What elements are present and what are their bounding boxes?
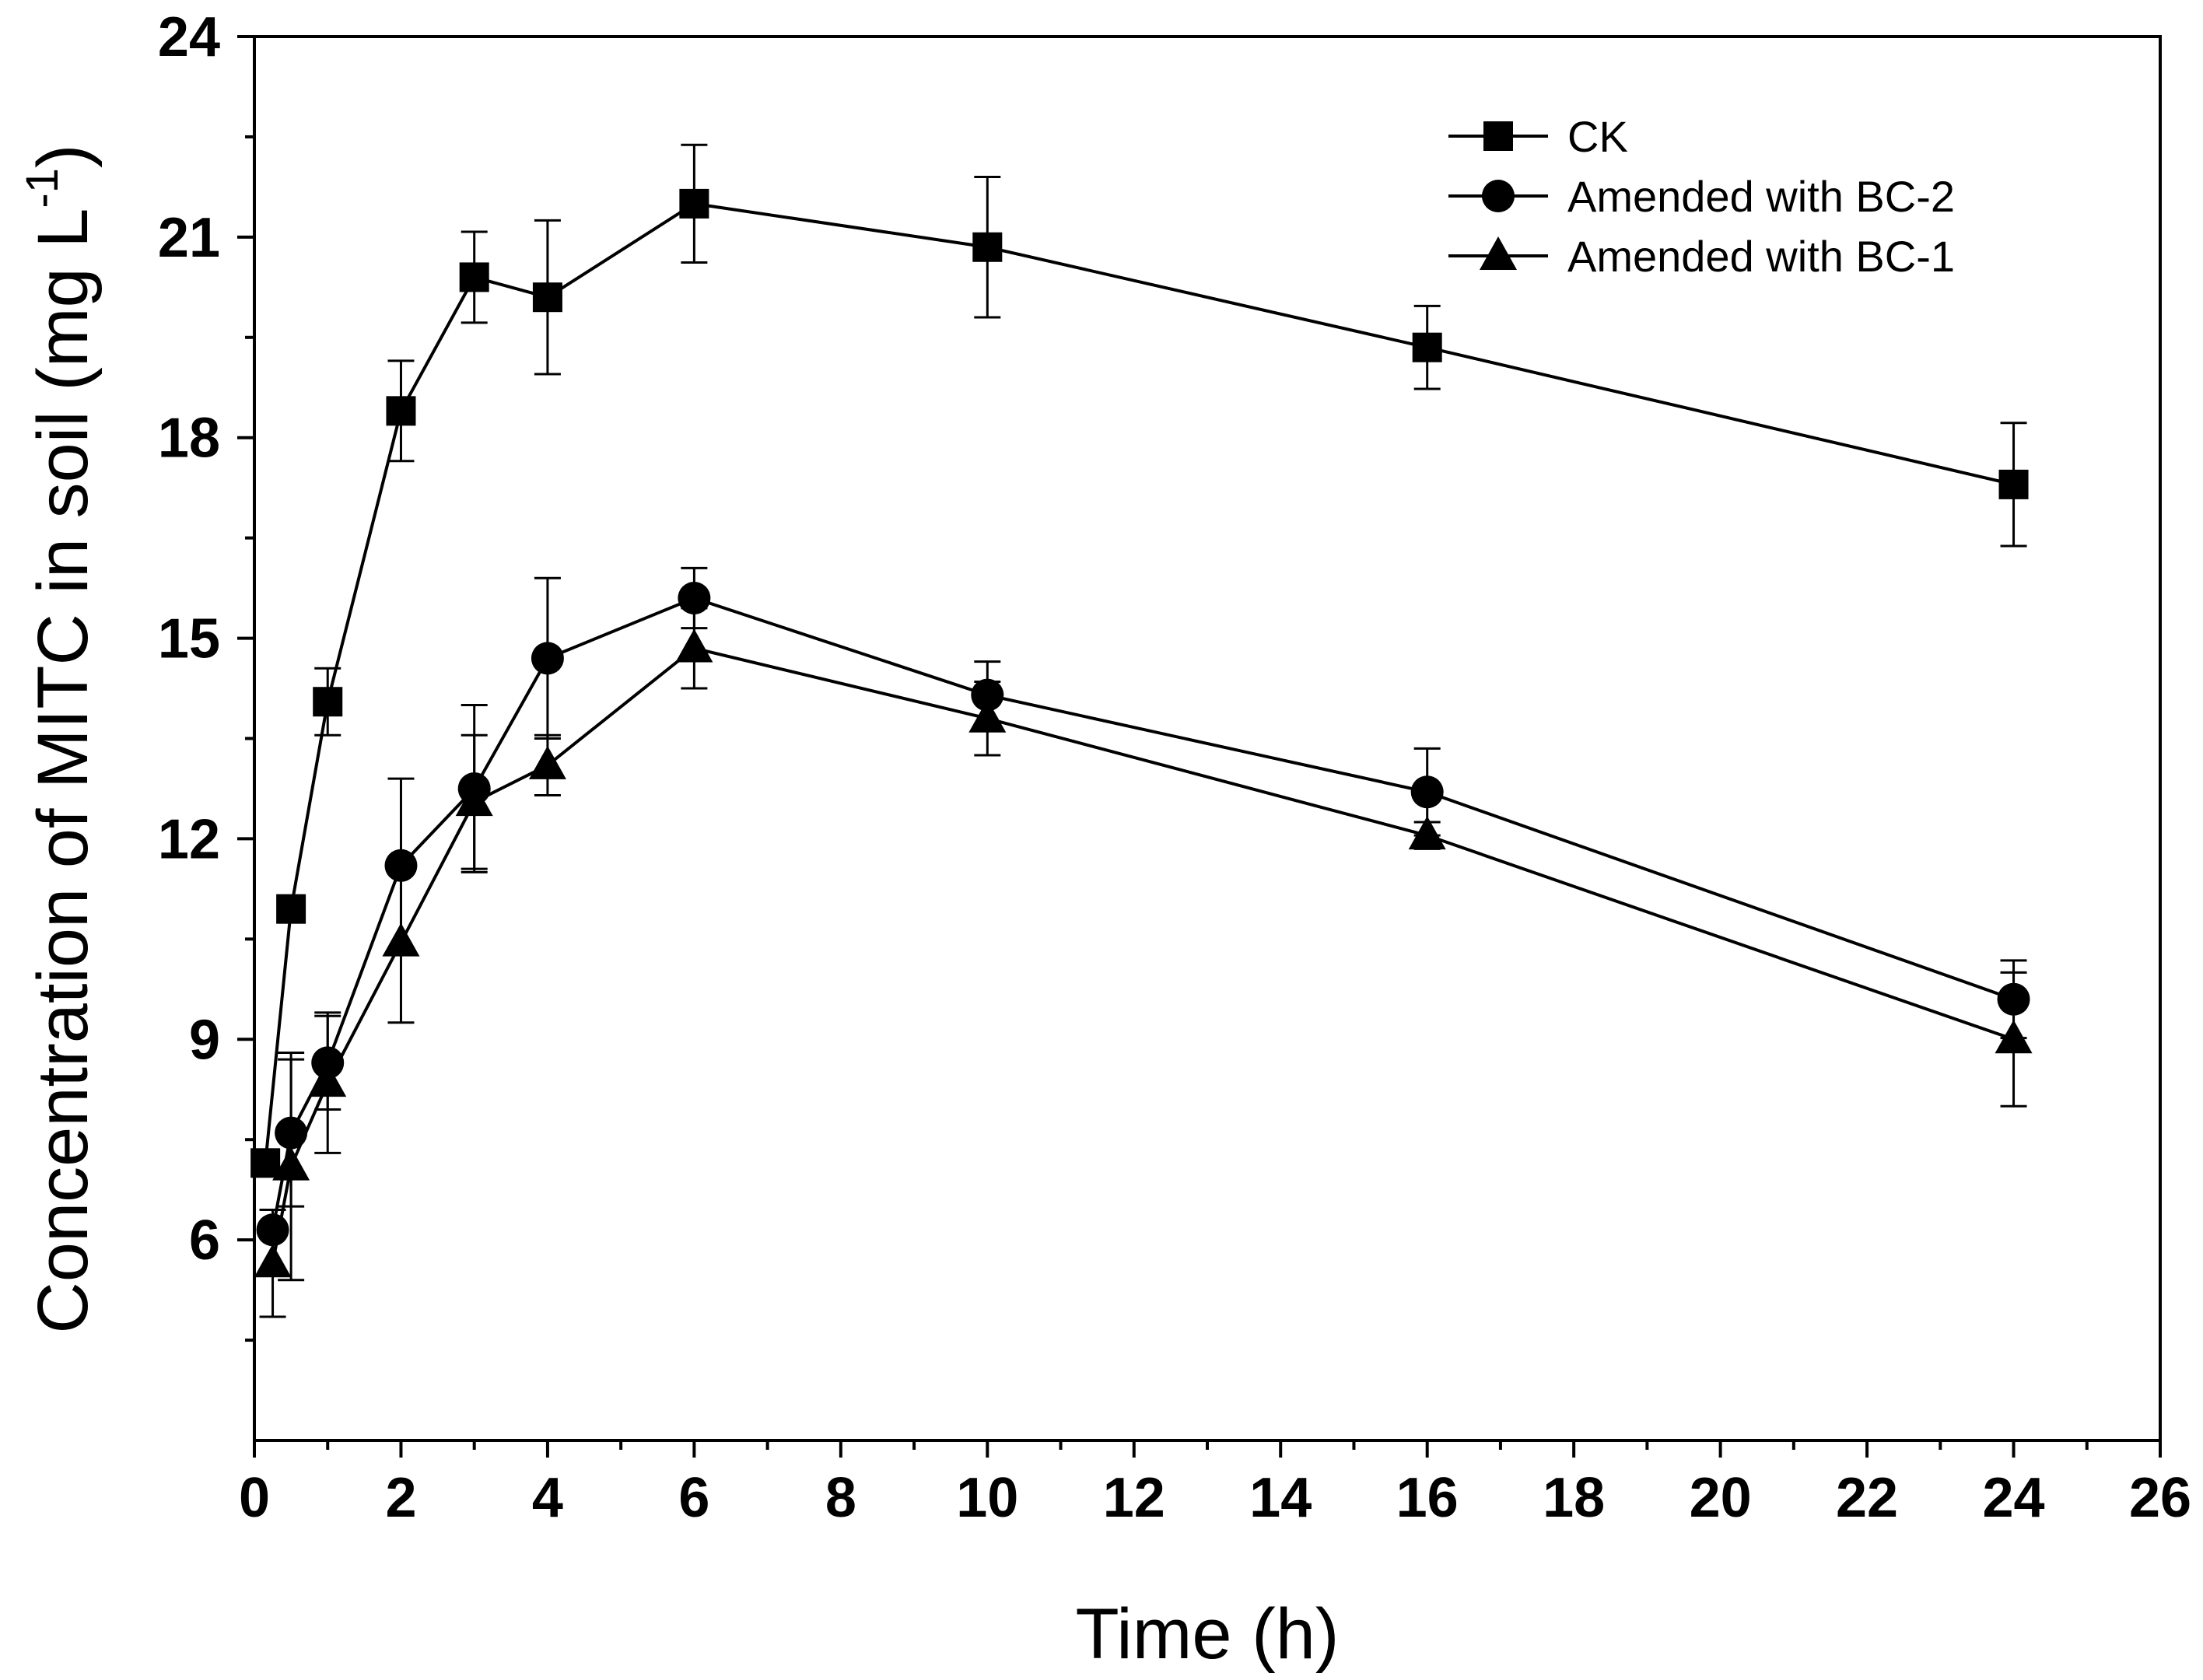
legend-item: Amended with BC-2: [1448, 172, 1955, 221]
data-point: [382, 922, 420, 957]
y-tick-label: 6: [189, 1209, 220, 1272]
y-tick-label: 18: [158, 408, 220, 470]
data-point: [532, 282, 562, 313]
x-tick-label: 0: [239, 1467, 270, 1529]
legend-item: Amended with BC-1: [1448, 232, 1955, 281]
x-tick-label: 22: [1836, 1467, 1898, 1529]
data-point: [1995, 1020, 2033, 1054]
data-point: [459, 262, 489, 292]
x-tick-label: 6: [678, 1467, 709, 1529]
legend-label: CK: [1567, 112, 1628, 161]
y-axis-title: Concentration of MITC in soil (mg L-1): [17, 144, 103, 1333]
data-point: [528, 745, 566, 779]
series-triangle: [254, 607, 2033, 1318]
series-line: [264, 201, 2014, 1164]
data-point: [272, 1146, 310, 1181]
x-tick-label: 4: [532, 1467, 563, 1529]
y-tick-label: 21: [158, 207, 220, 269]
legend-marker: [1482, 180, 1515, 212]
legend-marker: [1480, 236, 1517, 270]
data-point: [1410, 775, 1444, 809]
plot-frame: [253, 35, 2162, 1442]
x-tick-label: 2: [385, 1467, 416, 1529]
x-tick-label: 10: [956, 1467, 1018, 1529]
x-tick-label: 8: [825, 1467, 856, 1529]
x-axis-title: Time (h): [1075, 1594, 1339, 1674]
y-tick-label: 15: [158, 608, 220, 670]
y-axis-title-close: ): [23, 144, 103, 168]
data-point: [531, 642, 564, 675]
x-tick-label: 26: [2129, 1467, 2191, 1529]
data-point: [1998, 469, 2029, 499]
x-tick-label: 16: [1396, 1467, 1459, 1529]
y-tick-label: 24: [158, 6, 220, 68]
data-point: [254, 1244, 292, 1278]
data-point: [972, 232, 1003, 262]
data-point: [1408, 816, 1446, 850]
data-layer: [250, 143, 2033, 1318]
x-tick-label: 18: [1543, 1467, 1605, 1529]
data-point: [455, 782, 493, 817]
y-tick-label: 9: [189, 1009, 220, 1071]
data-point: [675, 628, 713, 663]
data-point: [276, 894, 306, 924]
data-point: [313, 687, 343, 717]
series-square: [250, 143, 2029, 1178]
x-tick-label: 24: [1982, 1467, 2044, 1529]
data-point: [968, 698, 1007, 733]
series-line: [271, 646, 2015, 1264]
data-point: [1412, 332, 1442, 362]
x-tick-label: 14: [1249, 1467, 1312, 1529]
data-point: [679, 188, 709, 219]
legend: CK Amended with BC-2 Amended with BC-1: [1448, 112, 1955, 281]
legend-label: Amended with BC-1: [1567, 232, 1955, 281]
y-tick-label: 12: [158, 808, 220, 870]
x-tick-label: 20: [1690, 1467, 1752, 1529]
x-tick-label: 12: [1103, 1467, 1165, 1529]
y-axis-title-superscript: -1: [17, 168, 68, 208]
data-point: [678, 582, 711, 614]
legend-item: CK: [1448, 112, 1628, 161]
series-circle: [256, 566, 2030, 1247]
data-point: [309, 1063, 347, 1097]
legend-marker: [1483, 121, 1513, 151]
data-point: [386, 396, 416, 426]
series-line: [271, 596, 2015, 1230]
legend-label: Amended with BC-2: [1567, 172, 1955, 221]
y-axis-title-main: Concentration of MITC in soil (mg L: [23, 208, 103, 1334]
